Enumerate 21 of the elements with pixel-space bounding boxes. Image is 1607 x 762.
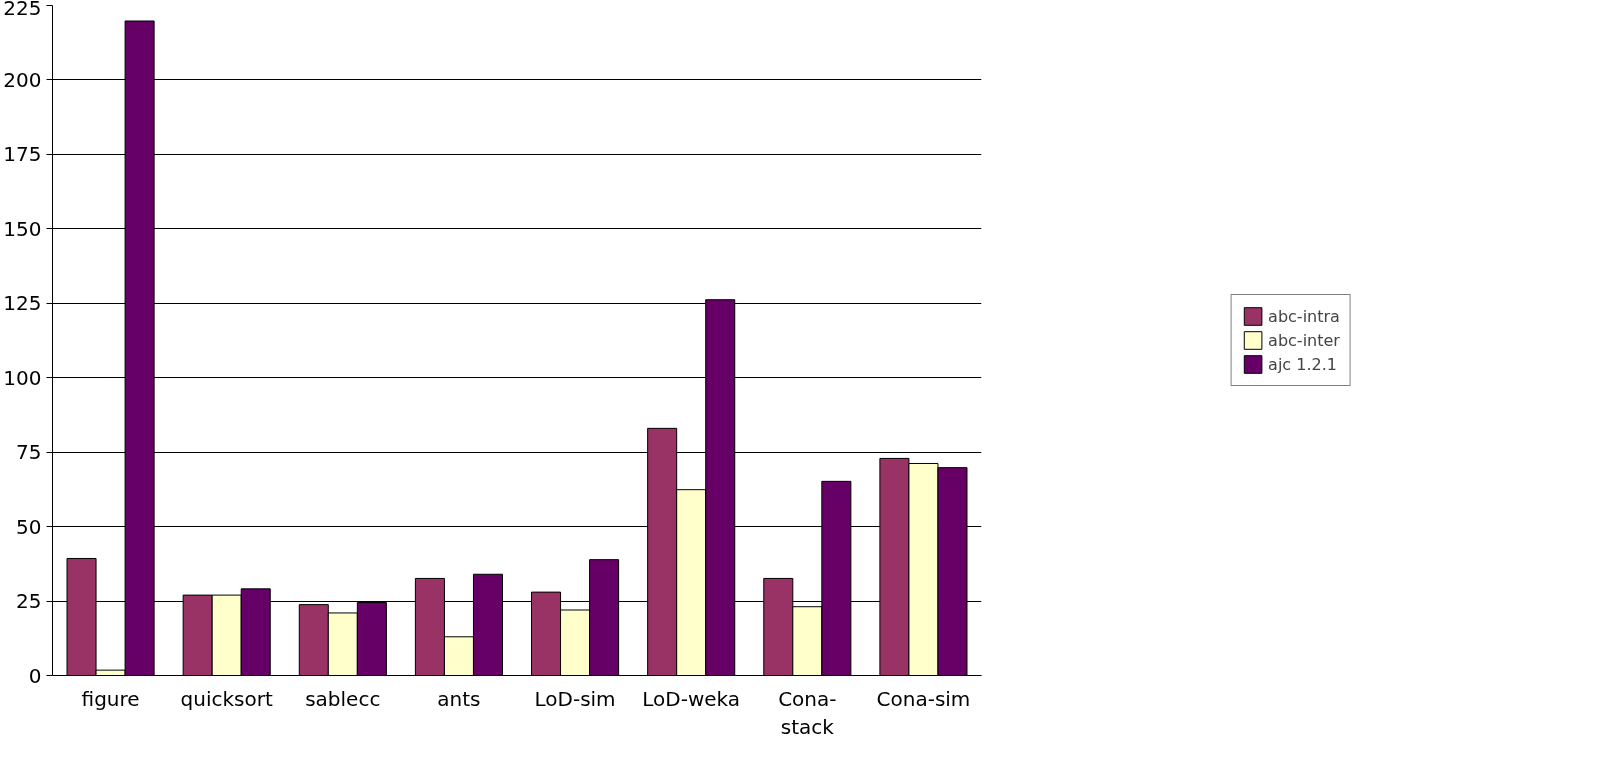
y-tick-label: 25 xyxy=(16,589,42,614)
x-tick-label: quicksort xyxy=(180,686,273,711)
y-tick-label: 200 xyxy=(3,67,42,92)
x-tick-label: ants xyxy=(437,686,481,711)
y-tick-label: 175 xyxy=(3,142,42,167)
legend-label: abc-inter xyxy=(1268,330,1340,350)
y-tick-label: 75 xyxy=(16,440,42,465)
x-tick-label: figure xyxy=(81,686,140,711)
x-tick-label: LoD-sim xyxy=(534,686,616,711)
x-tick-label: sablecc xyxy=(305,686,381,711)
x-tick-label: Cona- stack xyxy=(778,686,837,740)
y-tick-label: 100 xyxy=(3,365,42,390)
legend-label: abc-intra xyxy=(1268,306,1340,326)
x-tick-label: LoD-weka xyxy=(642,686,741,711)
y-tick-label: 225 xyxy=(3,0,42,20)
legend-label: ajc 1.2.1 xyxy=(1268,354,1337,374)
x-tick-label: Cona-sim xyxy=(876,686,971,711)
y-tick-label: 150 xyxy=(3,216,42,241)
y-tick-label: 125 xyxy=(3,291,42,316)
y-tick-label: 0 xyxy=(28,663,42,688)
y-tick-label: 50 xyxy=(16,514,42,539)
